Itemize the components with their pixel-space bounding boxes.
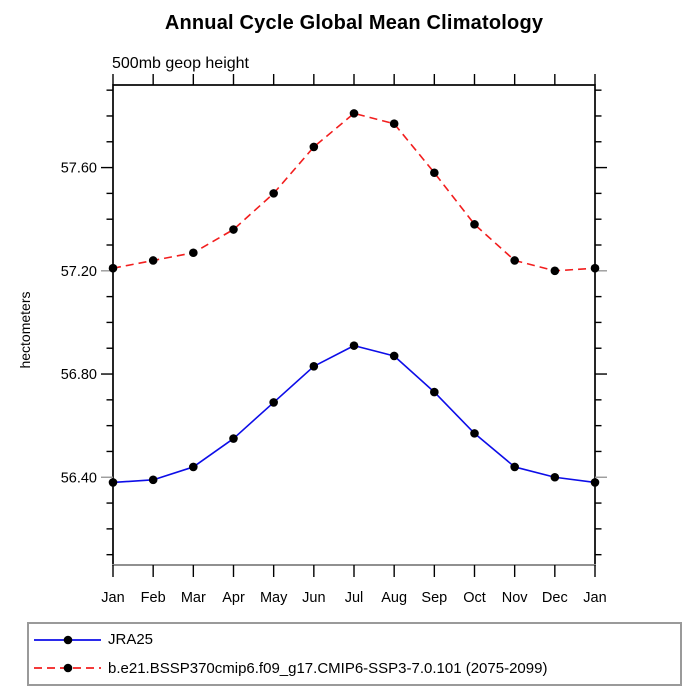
data-point-jra25: [108, 478, 118, 487]
data-point-model: [229, 225, 238, 234]
data-point-jra25: [550, 472, 560, 482]
x-axis-tick-label: Jan: [101, 590, 124, 606]
chart-subtitle: 500mb geop height: [112, 55, 249, 72]
y-axis-tick-label: 57.60: [61, 161, 97, 177]
data-point-model: [108, 263, 118, 273]
data-point-jra25: [430, 387, 439, 397]
data-point-model: [349, 109, 359, 118]
x-axis-tick-label: Aug: [381, 590, 407, 606]
data-point-model: [389, 119, 399, 129]
data-point-jra25: [510, 462, 519, 472]
legend-marker-dot-icon: [63, 635, 73, 644]
legend-line-sample-dashed: [34, 664, 101, 673]
series-line-model: [112, 112, 596, 272]
data-point-jra25: [229, 434, 238, 443]
legend-label-jra25: JRA25: [108, 631, 154, 649]
legend: JRA25 b.e21.BSSP370cmip6.f09_g17.CMIP6-S…: [27, 622, 682, 686]
data-point-jra25: [389, 351, 399, 361]
data-point-jra25: [349, 341, 359, 350]
data-point-model: [189, 248, 198, 258]
x-axis-tick-label: Dec: [542, 590, 568, 606]
data-point-jra25: [189, 462, 198, 472]
x-axis-tick-label: May: [260, 590, 288, 606]
x-axis-tick-label: Jun: [302, 590, 325, 606]
data-point-model: [269, 189, 278, 198]
data-point-model: [148, 256, 158, 265]
data-point-jra25: [470, 429, 479, 438]
plot-border: [112, 84, 596, 566]
y-axis-tick-label: 56.80: [61, 367, 97, 383]
legend-label-model: b.e21.BSSP370cmip6.f09_g17.CMIP6-SSP3-7.…: [108, 659, 548, 677]
x-axis-tick-label: Jan: [583, 590, 606, 606]
data-point-jra25: [148, 475, 158, 485]
x-axis-tick-label: Feb: [141, 590, 166, 606]
data-point-model: [550, 266, 560, 276]
y-axis-tick-label: 56.40: [61, 470, 97, 486]
y-axis-tick-label: 57.20: [61, 264, 97, 280]
data-point-jra25: [590, 478, 600, 487]
x-axis-tick-label: Nov: [502, 590, 529, 606]
data-point-model: [590, 263, 600, 273]
data-point-jra25: [269, 398, 278, 407]
x-axis-tick-label: Jul: [345, 590, 364, 606]
data-point-model: [510, 256, 519, 265]
x-axis-tick-label: Oct: [463, 590, 486, 606]
legend-row-model: b.e21.BSSP370cmip6.f09_g17.CMIP6-SSP3-7.…: [32, 655, 680, 681]
series-line-jra25: [112, 344, 596, 484]
legend-row-jra25: JRA25: [32, 627, 680, 653]
x-axis-tick-label: Sep: [421, 590, 447, 606]
x-axis-tick-label: Mar: [181, 590, 206, 606]
data-point-model: [470, 220, 479, 229]
data-point-model: [430, 168, 439, 178]
chart-title: Annual Cycle Global Mean Climatology: [164, 12, 544, 34]
x-axis-tick-label: Apr: [222, 590, 245, 606]
legend-marker-dot-icon: [63, 664, 73, 673]
legend-line-sample-solid: [34, 635, 101, 644]
data-point-jra25: [309, 361, 319, 371]
data-point-model: [309, 142, 319, 152]
